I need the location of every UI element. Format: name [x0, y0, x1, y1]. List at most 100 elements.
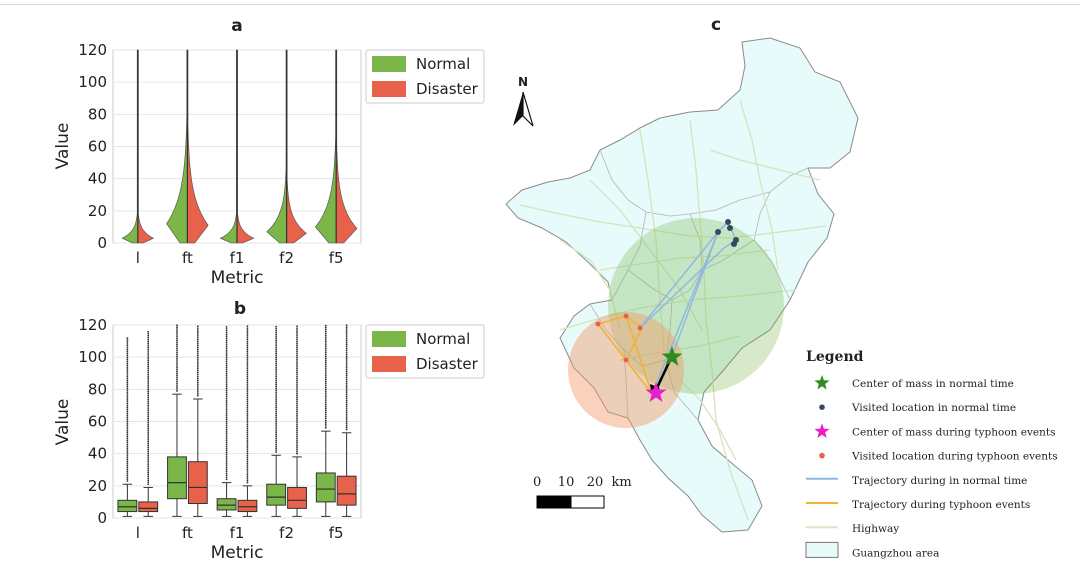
outlier-point: [296, 333, 298, 335]
outlier-point: [147, 408, 150, 410]
outlier-point: [225, 453, 228, 456]
outlier-point: [324, 419, 327, 422]
outlier-point: [246, 464, 249, 467]
outlier-point: [126, 439, 129, 442]
outlier-point: [147, 437, 150, 439]
outlier-point: [196, 371, 199, 374]
outlier-point: [324, 400, 327, 402]
outlier-point: [147, 334, 150, 337]
outlier-point: [176, 345, 178, 348]
outlier-point: [246, 400, 249, 403]
outlier-point: [147, 406, 150, 408]
outlier-point: [324, 357, 327, 360]
outlier-point: [296, 367, 298, 370]
outlier-point: [225, 414, 228, 417]
outlier-point: [126, 341, 129, 343]
outlier-point: [246, 354, 249, 357]
outlier-point: [296, 356, 298, 359]
outlier-point: [126, 346, 129, 349]
outlier-point: [246, 468, 249, 471]
outlier-point: [147, 384, 150, 387]
outlier-point: [126, 422, 129, 425]
outlier-point: [196, 342, 199, 345]
outlier-point: [345, 372, 348, 375]
outlier-point: [246, 329, 249, 332]
legend-swatch-normal-b: [372, 331, 406, 347]
outlier-point: [196, 333, 199, 335]
legend-star-icon: [814, 423, 830, 438]
outlier-point: [225, 360, 228, 363]
outlier-point: [275, 381, 278, 384]
outlier-point: [296, 423, 298, 426]
outlier-point: [225, 331, 228, 334]
outlier-point: [324, 417, 327, 420]
outlier-point: [296, 344, 298, 347]
outlier-point: [225, 468, 228, 471]
outlier-point: [275, 373, 278, 376]
outlier-point: [296, 410, 298, 413]
outlier-point: [324, 403, 327, 406]
outlier-point: [275, 431, 278, 434]
outlier-point: [275, 439, 278, 442]
outlier-point: [246, 346, 249, 349]
outlier-point: [126, 350, 129, 353]
outlier-point: [225, 459, 228, 461]
outlier-point: [147, 413, 150, 416]
outlier-point: [324, 394, 327, 397]
outlier-point: [225, 430, 228, 433]
outlier-point: [126, 393, 129, 396]
outlier-point: [246, 387, 249, 389]
visited-location-normal: [731, 241, 737, 247]
outlier-point: [147, 361, 150, 364]
outlier-point: [176, 332, 178, 334]
outlier-point: [147, 409, 150, 412]
outlier-point: [126, 453, 129, 455]
x-tick-label: f1: [230, 249, 245, 267]
outlier-point: [126, 451, 129, 453]
outlier-point: [196, 373, 199, 376]
outlier-point: [126, 431, 129, 434]
outlier-point: [126, 435, 129, 438]
outlier-point: [296, 437, 298, 440]
outlier-point: [296, 373, 298, 376]
outlier-point: [246, 373, 249, 376]
outlier-point: [345, 384, 348, 387]
outlier-point: [275, 404, 278, 407]
outlier-point: [196, 379, 199, 382]
outlier-point: [147, 352, 150, 354]
outlier-point: [275, 397, 278, 399]
north-arrow-left-icon: [513, 92, 523, 126]
outlier-point: [126, 460, 129, 463]
outlier-point: [225, 476, 228, 479]
outlier-point: [147, 450, 150, 453]
outlier-point: [275, 420, 278, 423]
outlier-point: [324, 326, 327, 329]
outlier-point: [196, 346, 199, 349]
legend-b: Normal Disaster: [365, 324, 485, 379]
outlier-point: [324, 378, 327, 381]
visited-location-typhoon: [623, 313, 629, 319]
outlier-point: [324, 372, 327, 375]
outlier-point: [225, 439, 228, 442]
outlier-point: [246, 423, 249, 426]
outlier-point: [246, 375, 249, 378]
outlier-point: [176, 386, 178, 388]
outlier-point: [147, 394, 150, 397]
x-tick-label: f5: [329, 524, 344, 542]
outlier-point: [246, 333, 249, 335]
outlier-point: [147, 346, 150, 349]
visited-location-normal: [725, 219, 731, 225]
outlier-point: [324, 386, 327, 389]
outlier-point: [246, 473, 249, 476]
legend-item-label: Guangzhou area: [852, 547, 939, 559]
outlier-point: [275, 389, 278, 392]
outlier-point: [296, 327, 298, 330]
outlier-point: [296, 365, 298, 368]
outlier-point: [147, 419, 150, 422]
outlier-point: [126, 400, 129, 403]
outlier-point: [225, 397, 228, 400]
outlier-point: [324, 336, 327, 339]
outlier-point: [324, 405, 327, 408]
normal-visited-locations: [715, 219, 739, 247]
box-normal-l: [117, 499, 138, 513]
